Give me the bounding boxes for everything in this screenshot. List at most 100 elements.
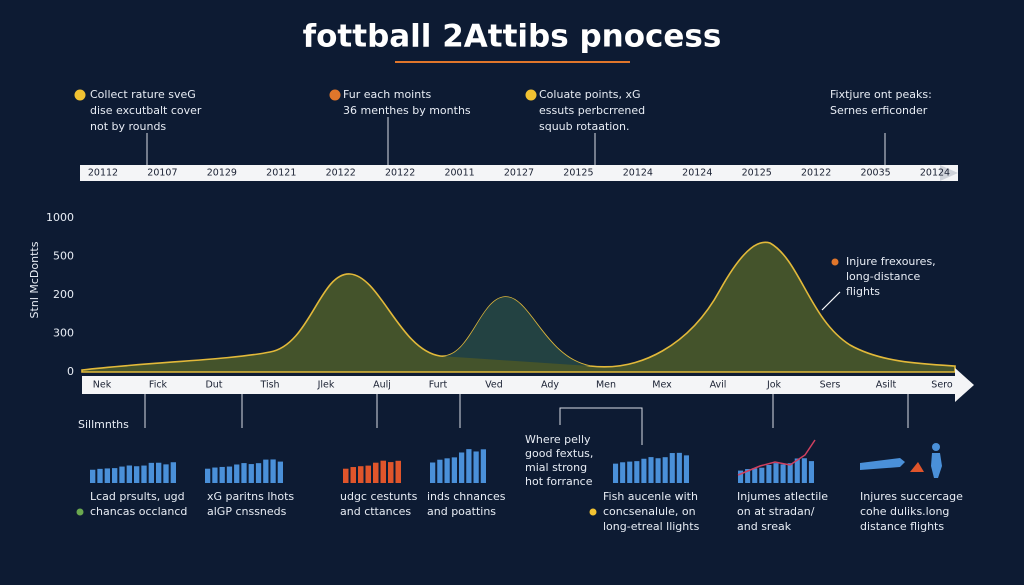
mini-bar xyxy=(205,468,211,483)
mini-bar xyxy=(676,452,682,483)
y-tick-label: 300 xyxy=(53,327,74,340)
mini-bar xyxy=(752,468,758,483)
mini-bar xyxy=(683,455,689,483)
peak-note: flights xyxy=(846,285,880,298)
mini-bar xyxy=(241,463,247,483)
caption: alGP cnssneds xyxy=(207,505,287,518)
month-label: Dut xyxy=(205,380,222,391)
month-label: Jlek xyxy=(317,380,335,391)
timeline-label: 20127 xyxy=(504,168,534,179)
y-axis-label: Stnl McDontts xyxy=(28,241,41,318)
caption: Lcad prsults, ugd xyxy=(90,490,185,503)
player-icon xyxy=(932,443,940,451)
section-label: Sillmnths xyxy=(78,418,129,431)
mini-bar xyxy=(97,468,103,483)
plane-icon xyxy=(860,458,905,470)
mini-bar xyxy=(380,460,386,483)
dot xyxy=(589,508,597,516)
timeline-label: 20122 xyxy=(801,168,831,179)
timeline-label: 20035 xyxy=(860,168,890,179)
mini-bar xyxy=(126,465,132,483)
title: fottball 2Attibs pnocess xyxy=(303,19,722,55)
note-text: dise excutbalt cover xyxy=(90,104,202,117)
month-label: Mex xyxy=(652,380,672,391)
mini-bar xyxy=(444,458,450,483)
mini-bar xyxy=(473,451,479,483)
caption: inds chnances xyxy=(427,490,506,503)
mini-bar xyxy=(738,470,744,483)
mini-bar xyxy=(350,467,356,483)
month-label: Fick xyxy=(149,380,168,391)
y-tick-label: 0 xyxy=(67,365,74,378)
note-text: Fixtjure ont peaks: xyxy=(830,88,932,101)
mini-bar xyxy=(620,462,626,483)
timeline-label: 20124 xyxy=(682,168,712,179)
mini-bar xyxy=(141,465,147,483)
mini-bar xyxy=(255,463,262,483)
month-label: Jok xyxy=(766,380,782,391)
mini-bar xyxy=(437,459,443,483)
mini-bar xyxy=(104,468,110,483)
note-text: Coluate points, xG xyxy=(539,88,641,101)
month-label: Aulj xyxy=(373,380,391,391)
middle-note: mial strong xyxy=(525,461,587,474)
mini-bar xyxy=(365,465,371,483)
mini-bar xyxy=(451,457,457,483)
mini-bar xyxy=(627,461,633,483)
caption: Injumes atlectile xyxy=(737,490,828,503)
caption: distance flights xyxy=(860,520,944,533)
mini-bar xyxy=(112,468,118,483)
note-text: Fur each moints xyxy=(343,88,432,101)
mini-bar xyxy=(648,457,654,483)
mini-bar xyxy=(148,462,154,483)
month-label: Men xyxy=(596,380,616,391)
timeline-bar xyxy=(80,165,958,181)
y-tick-label: 200 xyxy=(53,288,74,301)
peak-note: Injure frexoures, xyxy=(846,255,936,268)
timeline-arrow xyxy=(940,165,958,181)
note-text: essuts perbcrrened xyxy=(539,104,645,117)
caption: and sreak xyxy=(737,520,792,533)
mini-bar xyxy=(794,458,800,483)
caption: udgc cestunts xyxy=(340,490,418,503)
mini-bar xyxy=(170,462,176,483)
mini-bar xyxy=(248,464,254,483)
mini-bar xyxy=(745,469,751,483)
caption: xG paritns lhots xyxy=(207,490,294,503)
caption: concsenalule, on xyxy=(603,505,696,518)
middle-note: Where pelly xyxy=(525,433,591,446)
caption: on at stradan/ xyxy=(737,505,815,518)
mini-bar xyxy=(613,463,619,483)
mini-bar xyxy=(270,459,276,483)
mini-bar xyxy=(395,460,401,483)
tri-icon xyxy=(910,462,924,472)
caption: long-etreal llights xyxy=(603,520,700,533)
caption: Fish aucenle with xyxy=(603,490,698,503)
mini-bar xyxy=(388,462,394,483)
timeline-label: 20122 xyxy=(385,168,415,179)
mini-bar xyxy=(226,466,233,483)
mini-bar xyxy=(655,458,661,483)
caption: and cttances xyxy=(340,505,411,518)
mini-bar xyxy=(163,464,169,483)
mini-bar xyxy=(212,467,218,483)
mini-bar xyxy=(766,464,772,483)
middle-note: hot forrance xyxy=(525,475,593,488)
caption: chancas occlancd xyxy=(90,505,187,518)
mini-bar xyxy=(277,461,283,483)
note-text: Collect rature sveG xyxy=(90,88,196,101)
mini-bar xyxy=(634,461,640,483)
note-text: 36 menthes by months xyxy=(343,104,471,117)
mini-bar xyxy=(219,466,225,483)
dot xyxy=(525,89,537,101)
mini-bar xyxy=(780,464,786,483)
y-tick-label: 1000 xyxy=(46,211,74,224)
timeline-label: 20129 xyxy=(207,168,237,179)
mini-bar xyxy=(156,462,162,483)
mini-bar xyxy=(641,458,647,483)
mini-bar xyxy=(343,468,349,483)
mini-bar xyxy=(373,462,379,483)
caption: and poattins xyxy=(427,505,496,518)
month-label: Ady xyxy=(541,380,559,391)
